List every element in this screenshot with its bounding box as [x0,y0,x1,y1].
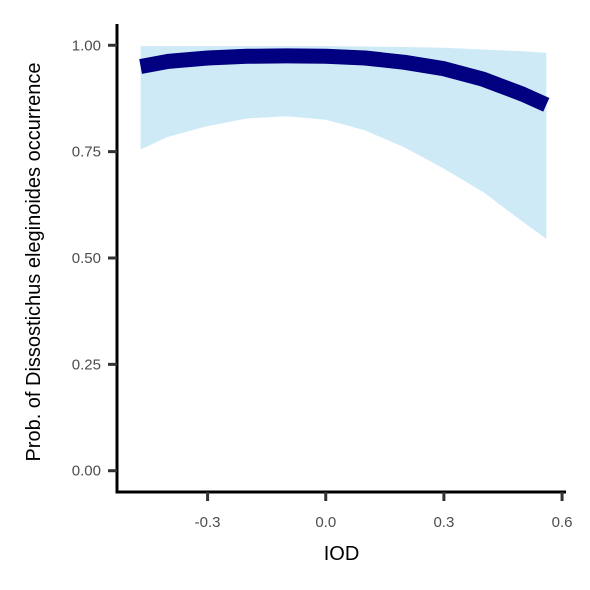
x-tick-label: -0.3 [195,514,221,531]
line-layer [139,48,550,112]
series-line-0 [139,48,550,112]
y-tick-label: 0.75 [72,144,101,161]
ticks: 0.00 0.25 0.50 0.75 1.00 -0.3 0.0 0.3 0.6 [72,37,573,531]
confidence-band-layer [140,46,547,239]
y-tick-label: 0.00 [72,463,101,480]
x-axis-title: IOD [324,543,360,565]
x-tick-label: 0.3 [433,514,454,531]
y-tick-label: 1.00 [72,37,101,54]
x-tick-label: 0.6 [552,514,573,531]
y-tick-label: 0.50 [72,250,101,267]
confidence-band-0 [140,46,547,239]
y-tick-label: 0.25 [72,356,101,373]
x-tick-label: 0.0 [315,514,336,531]
y-axis-title: Prob. of Dissostichus eleginoides occurr… [23,62,45,461]
